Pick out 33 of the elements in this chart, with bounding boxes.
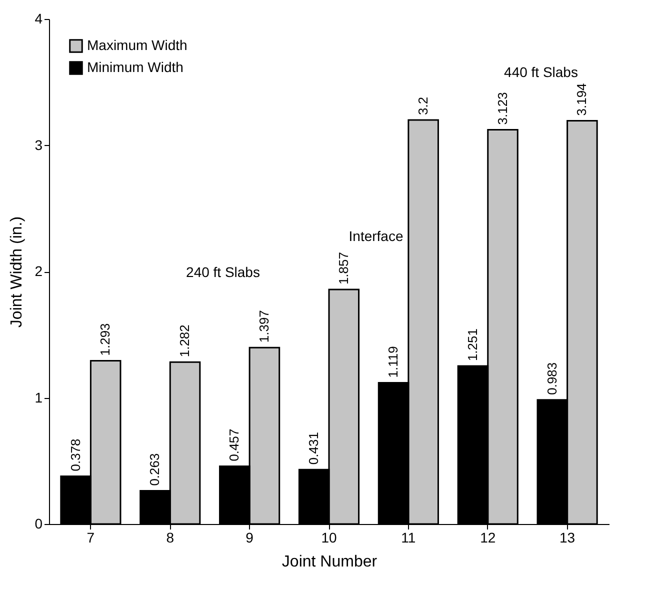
data-label: 1.282 xyxy=(177,324,192,358)
data-label: 0.431 xyxy=(306,432,322,465)
data-label: 3.194 xyxy=(574,83,590,116)
data-label: 0.457 xyxy=(226,428,242,462)
data-label: 0.378 xyxy=(68,438,83,472)
y-tick-label: 0 xyxy=(34,516,43,532)
data-label: 1.251 xyxy=(464,328,480,362)
data-label: 1.857 xyxy=(336,252,351,285)
legend-label: Minimum Width xyxy=(87,59,184,75)
x-tick-label: 8 xyxy=(166,530,174,546)
annotation: Interface xyxy=(348,228,404,244)
data-label: 0.263 xyxy=(147,453,162,486)
x-tick-label: 13 xyxy=(560,530,576,546)
x-tick-label: 12 xyxy=(480,530,496,546)
data-label: 3.123 xyxy=(494,92,510,125)
annotation: 440 ft Slabs xyxy=(504,64,578,80)
y-axis-title: Joint Width (in.) xyxy=(8,216,26,328)
y-tick-label: 1 xyxy=(34,389,43,406)
x-tick-label: 10 xyxy=(321,530,337,546)
x-tick-label: 9 xyxy=(246,530,254,546)
data-label: 1.119 xyxy=(386,346,401,378)
y-tick-label: 4 xyxy=(34,10,43,26)
data-label: 1.397 xyxy=(256,310,272,343)
legend-label: Maximum Width xyxy=(87,37,188,53)
annotation: 240 ft Slabs xyxy=(186,264,260,280)
y-tick-label: 3 xyxy=(34,136,43,153)
data-label: 0.983 xyxy=(544,362,560,395)
data-label: 1.293 xyxy=(98,323,113,356)
x-axis-title: Joint Number xyxy=(282,554,378,570)
x-tick-label: 7 xyxy=(86,530,95,546)
x-tick-label: 11 xyxy=(401,530,416,546)
data-label: 3.2 xyxy=(415,96,430,115)
y-tick-label: 2 xyxy=(34,263,43,279)
